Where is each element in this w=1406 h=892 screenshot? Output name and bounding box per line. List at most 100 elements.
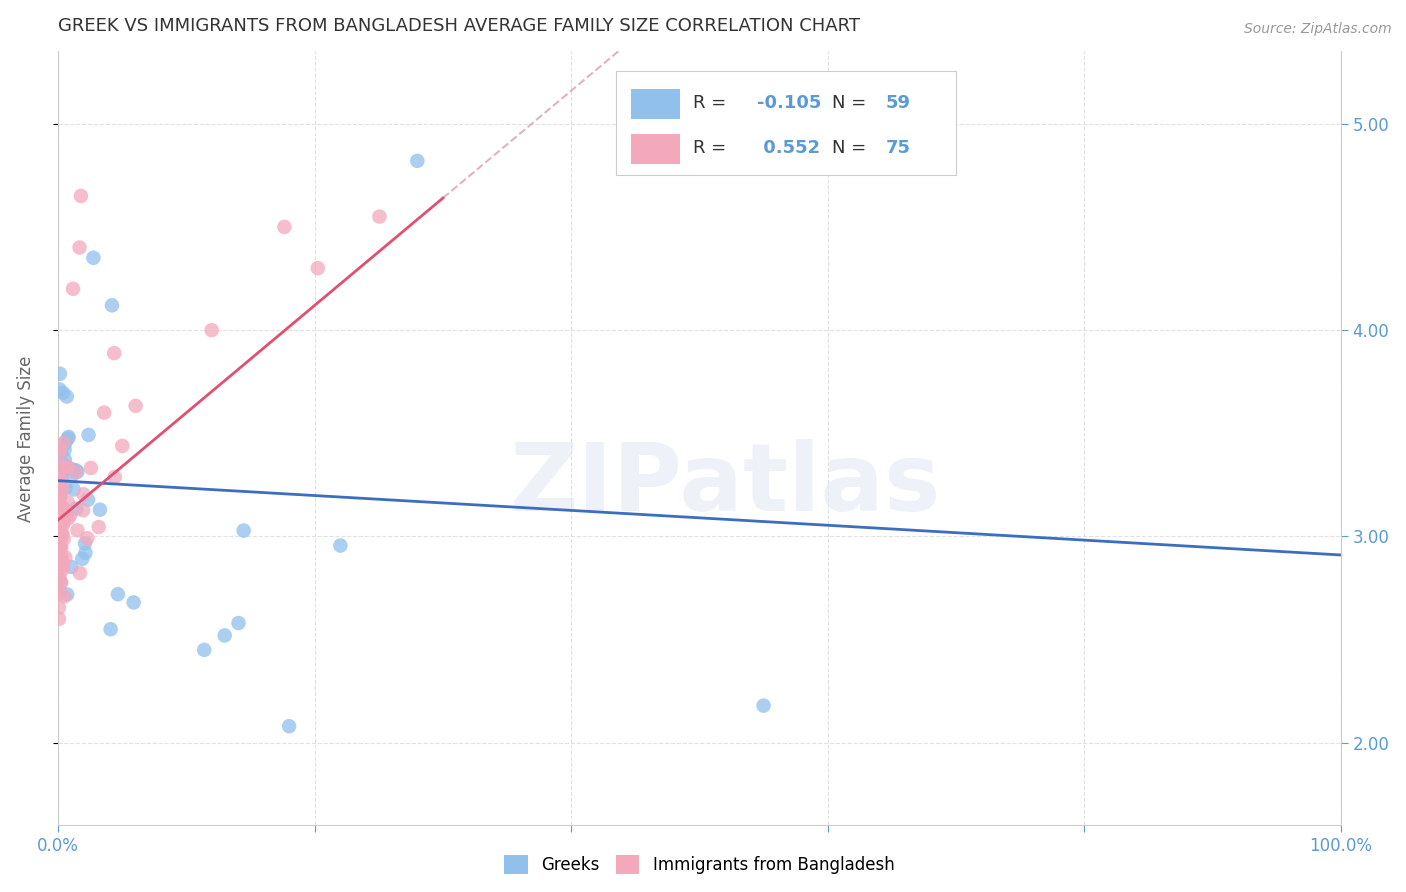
Point bbox=[329, 539, 352, 553]
Text: 0.552: 0.552 bbox=[758, 139, 820, 157]
Point bbox=[48, 600, 70, 615]
Point bbox=[51, 561, 73, 575]
Point bbox=[59, 508, 82, 523]
Point bbox=[48, 475, 70, 489]
Point bbox=[122, 595, 145, 609]
Point bbox=[56, 432, 79, 446]
Point bbox=[60, 560, 83, 574]
Point bbox=[52, 562, 75, 576]
Point bbox=[228, 616, 250, 631]
Point bbox=[48, 574, 70, 588]
Point bbox=[49, 508, 72, 522]
Point bbox=[49, 544, 72, 558]
Point bbox=[72, 487, 94, 501]
Point bbox=[56, 460, 79, 475]
Point bbox=[307, 261, 329, 276]
Text: 75: 75 bbox=[886, 139, 911, 157]
Point bbox=[55, 481, 77, 495]
Point bbox=[48, 442, 70, 456]
Point bbox=[48, 554, 70, 568]
Point bbox=[66, 524, 89, 538]
Point bbox=[77, 428, 100, 442]
Point bbox=[52, 435, 75, 450]
Text: N =: N = bbox=[831, 95, 872, 112]
Text: R =: R = bbox=[693, 139, 733, 157]
Point bbox=[48, 487, 70, 501]
Point bbox=[87, 520, 110, 534]
Point bbox=[48, 383, 70, 397]
Point bbox=[48, 487, 70, 501]
Point bbox=[52, 527, 75, 541]
Point bbox=[49, 367, 72, 381]
Point bbox=[124, 399, 146, 413]
Point bbox=[406, 153, 429, 168]
Point bbox=[48, 549, 70, 564]
Point bbox=[49, 533, 72, 547]
Point bbox=[52, 460, 75, 475]
Point bbox=[48, 496, 70, 510]
Point bbox=[101, 298, 124, 312]
Point bbox=[49, 445, 72, 459]
Point bbox=[52, 533, 75, 547]
Point bbox=[93, 406, 115, 420]
Point bbox=[48, 584, 70, 599]
Point bbox=[65, 501, 87, 516]
Point bbox=[49, 533, 72, 547]
Point bbox=[48, 493, 70, 508]
Point bbox=[52, 386, 75, 401]
Point bbox=[48, 516, 70, 530]
Point bbox=[49, 557, 72, 571]
FancyBboxPatch shape bbox=[616, 70, 956, 176]
Point bbox=[104, 470, 127, 484]
Point bbox=[49, 487, 72, 501]
Point bbox=[75, 546, 97, 560]
Point bbox=[52, 501, 75, 516]
Point bbox=[752, 698, 775, 713]
Point bbox=[76, 531, 98, 545]
Point bbox=[201, 323, 224, 337]
Point bbox=[52, 518, 75, 533]
Point bbox=[56, 495, 79, 509]
Point bbox=[49, 516, 72, 530]
Point bbox=[48, 612, 70, 626]
Point bbox=[214, 628, 236, 642]
Text: N =: N = bbox=[831, 139, 872, 157]
Point bbox=[51, 541, 73, 555]
Point bbox=[69, 240, 91, 254]
Point bbox=[49, 575, 72, 590]
Point bbox=[69, 566, 91, 580]
Point bbox=[53, 550, 76, 565]
Point bbox=[48, 501, 70, 516]
Point bbox=[51, 550, 73, 565]
Point bbox=[48, 587, 70, 601]
Point bbox=[53, 442, 76, 457]
Point bbox=[70, 551, 93, 566]
Text: 59: 59 bbox=[886, 95, 911, 112]
Point bbox=[48, 500, 70, 515]
Point bbox=[278, 719, 301, 733]
Point bbox=[48, 447, 70, 461]
Point bbox=[55, 390, 77, 404]
Point bbox=[100, 622, 122, 636]
Point bbox=[48, 541, 70, 555]
Point bbox=[49, 517, 72, 532]
Point bbox=[66, 465, 89, 479]
Point bbox=[111, 439, 134, 453]
Point bbox=[72, 503, 94, 517]
Point bbox=[53, 509, 76, 524]
Point bbox=[48, 466, 70, 480]
Text: Source: ZipAtlas.com: Source: ZipAtlas.com bbox=[1244, 22, 1392, 37]
Point bbox=[48, 528, 70, 542]
Point bbox=[107, 587, 129, 601]
Y-axis label: Average Family Size: Average Family Size bbox=[17, 355, 35, 522]
Point bbox=[232, 524, 254, 538]
Point bbox=[48, 518, 70, 533]
Point bbox=[62, 483, 84, 497]
Point bbox=[82, 251, 104, 265]
Point bbox=[51, 526, 73, 541]
FancyBboxPatch shape bbox=[631, 89, 681, 119]
Point bbox=[48, 491, 70, 505]
Point bbox=[48, 506, 70, 520]
Point bbox=[60, 468, 83, 483]
Point bbox=[273, 219, 295, 234]
